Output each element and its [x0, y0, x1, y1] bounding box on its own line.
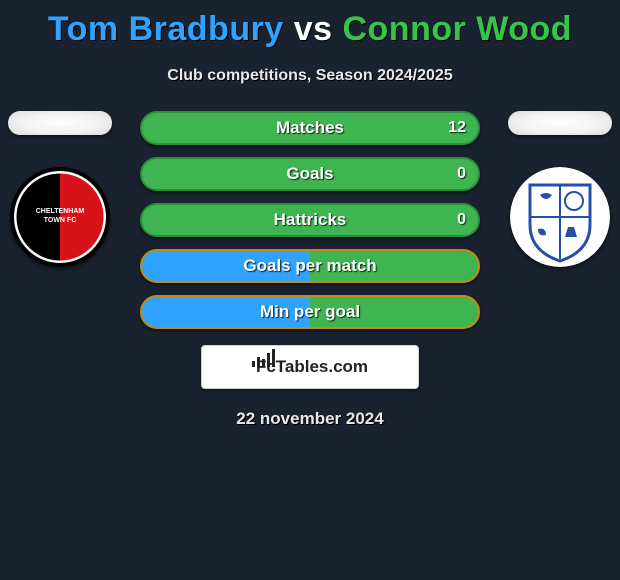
comparison-stage: CHELTENHAMTOWN FC Matches12Goals0Hattric… [0, 111, 620, 429]
comparison-bars: Matches12Goals0Hattricks0Goals per match… [140, 111, 480, 329]
svg-text:TOWN FC: TOWN FC [44, 217, 77, 224]
stat-bar-left-fill [142, 297, 310, 327]
player1-club-logo: CHELTENHAM TOWN FC [10, 167, 110, 267]
stat-label: Goals [142, 164, 478, 184]
subtitle: Club competitions, Season 2024/2025 [0, 67, 620, 85]
right-player-column [500, 111, 620, 267]
stat-label: Hattricks [142, 210, 478, 230]
stat-bar: Hattricks0 [140, 203, 480, 237]
stat-bar: Goals0 [140, 157, 480, 191]
player2-club-logo [510, 167, 610, 267]
stat-value-right: 0 [457, 165, 466, 183]
stat-value-right: 0 [457, 211, 466, 229]
stat-bar-left-fill [142, 251, 310, 281]
svg-text:CHELTENHAM: CHELTENHAM [36, 208, 85, 215]
player1-avatar-pill [8, 111, 112, 135]
stat-label: Matches [142, 118, 478, 138]
stat-bar: Matches12 [140, 111, 480, 145]
player1-name: Tom Bradbury [48, 10, 284, 48]
left-player-column: CHELTENHAM TOWN FC [0, 111, 120, 267]
stat-value-right: 12 [448, 119, 466, 137]
player2-avatar-pill [508, 111, 612, 135]
page-title: Tom Bradbury vs Connor Wood [0, 0, 620, 49]
date-label: 22 november 2024 [0, 409, 620, 429]
vs-label: vs [294, 10, 333, 48]
stat-bar: Min per goal [140, 295, 480, 329]
player2-name: Connor Wood [342, 10, 572, 48]
stat-bar: Goals per match [140, 249, 480, 283]
brand-badge[interactable]: FcTables.com [201, 345, 419, 389]
